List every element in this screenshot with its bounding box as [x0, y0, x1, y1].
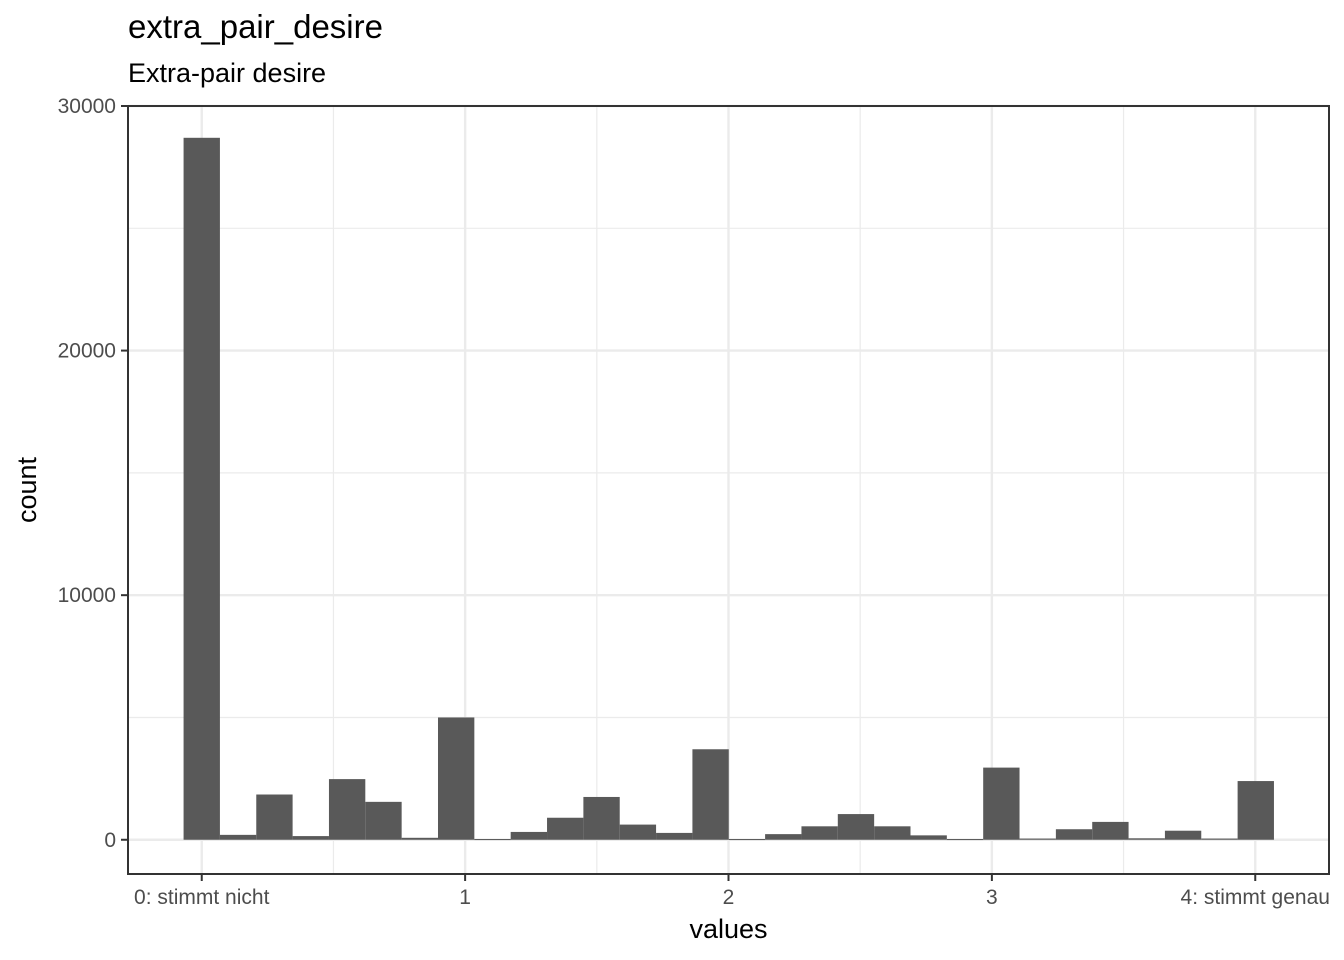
histogram-bar: [619, 824, 657, 840]
histogram-bar: [837, 814, 875, 840]
histogram-bar: [437, 717, 475, 840]
histogram-bar: [1019, 838, 1056, 840]
x-axis: 0: stimmt nicht 1 2 3 4: stimmt genau: [134, 874, 1330, 909]
histogram-bar: [692, 749, 729, 840]
histogram-bar: [183, 137, 220, 840]
histogram-bar: [983, 767, 1020, 840]
histogram-bar: [1237, 781, 1274, 840]
histogram-bar: [474, 839, 511, 841]
histogram-bar: [1164, 830, 1202, 840]
histogram-bar: [946, 839, 984, 841]
histogram-bar: [219, 834, 257, 840]
histogram-bar: [292, 836, 329, 840]
chart-title: extra_pair_desire: [128, 8, 383, 45]
chart-subtitle: Extra-pair desire: [128, 58, 327, 88]
histogram-bar: [801, 826, 838, 840]
y-axis: 0 10000 20000 30000: [58, 95, 128, 852]
histogram-bar: [256, 794, 293, 840]
histogram-bar: [365, 801, 402, 840]
histogram-bar: [328, 779, 366, 840]
y-tick-label: 10000: [58, 584, 116, 607]
x-tick-label: 2: [723, 886, 735, 909]
x-tick-label: 4: stimmt genau: [1181, 886, 1330, 909]
x-axis-title: values: [689, 914, 767, 944]
x-tick-label: 0: stimmt nicht: [134, 886, 270, 909]
y-tick-label: 0: [104, 829, 116, 852]
histogram-bar: [1055, 829, 1093, 840]
histogram-bar: [910, 835, 947, 840]
histogram-bar: [1201, 838, 1238, 840]
histogram-bar: [874, 826, 911, 840]
histogram-bar: [728, 839, 766, 841]
y-tick-label: 30000: [58, 95, 116, 118]
histogram-bar: [547, 817, 584, 840]
histogram-bar: [1092, 821, 1129, 840]
histogram-bar: [1128, 838, 1165, 840]
histogram-bar: [583, 796, 620, 840]
x-tick-label: 3: [986, 886, 998, 909]
y-tick-label: 20000: [58, 340, 116, 363]
histogram-bar: [656, 832, 693, 840]
x-tick-label: 1: [459, 886, 471, 909]
y-axis-title: count: [12, 456, 42, 523]
histogram-bars: [183, 137, 1274, 841]
histogram-bar: [401, 837, 438, 840]
histogram-bar: [510, 831, 548, 840]
histogram-bar: [765, 834, 802, 840]
